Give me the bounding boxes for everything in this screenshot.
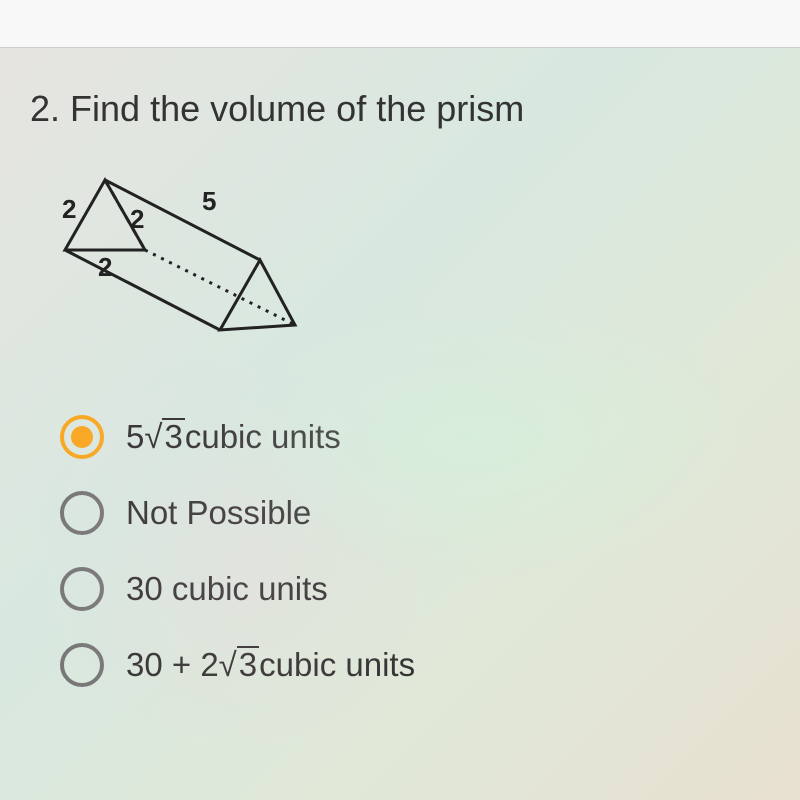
question-number: 2.	[30, 88, 60, 129]
radio-icon[interactable]	[60, 643, 104, 687]
option-2-label: Not Possible	[126, 494, 311, 532]
radio-selected-icon[interactable]	[60, 415, 104, 459]
radio-icon[interactable]	[60, 567, 104, 611]
question-content: 2. Find the volume of the prism 2 2 5 2	[0, 48, 800, 687]
option-3-label: 30 cubic units	[126, 570, 328, 608]
opt1-suffix: cubic units	[185, 418, 341, 456]
question-text: 2. Find the volume of the prism	[30, 88, 770, 130]
sqrt-icon: √3	[144, 418, 184, 456]
opt4-prefix: 30 + 2	[126, 646, 219, 684]
option-2[interactable]: Not Possible	[60, 491, 770, 535]
label-inner-diag: 2	[130, 204, 144, 234]
label-base-width: 2	[98, 252, 112, 282]
bottom-right-dotted	[145, 250, 295, 325]
option-1-label: 5 √3 cubic units	[126, 418, 341, 456]
opt1-prefix: 5	[126, 418, 144, 456]
opt4-suffix: cubic units	[259, 646, 415, 684]
prism-figure: 2 2 5 2	[50, 170, 770, 375]
opt2-text: Not Possible	[126, 494, 311, 532]
opt4-sqrt-arg: 3	[237, 646, 259, 681]
option-3[interactable]: 30 cubic units	[60, 567, 770, 611]
opt3-text: 30 cubic units	[126, 570, 328, 608]
bottom-left-edge	[65, 250, 220, 330]
radio-icon[interactable]	[60, 491, 104, 535]
browser-top-bar	[0, 0, 800, 48]
options-group: 5 √3 cubic units Not Possible 30 cubic u…	[60, 415, 770, 687]
option-4[interactable]: 30 + 2 √3 cubic units	[60, 643, 770, 687]
label-top-length: 5	[202, 186, 216, 216]
option-4-label: 30 + 2 √3 cubic units	[126, 646, 415, 684]
option-1[interactable]: 5 √3 cubic units	[60, 415, 770, 459]
label-left-edge: 2	[62, 194, 76, 224]
sqrt-icon: √3	[219, 646, 259, 684]
opt1-sqrt-arg: 3	[162, 418, 184, 453]
question-prompt: Find the volume of the prism	[70, 88, 524, 129]
